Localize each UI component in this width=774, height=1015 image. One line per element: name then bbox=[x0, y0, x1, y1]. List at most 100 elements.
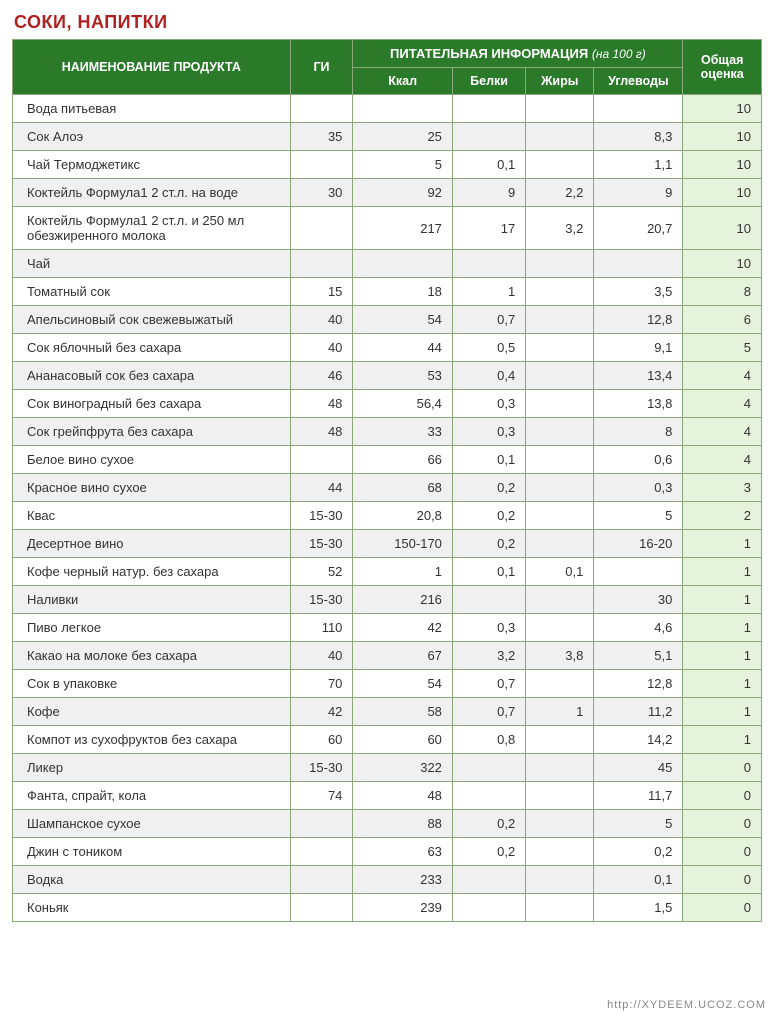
cell-kcal: 66 bbox=[353, 446, 453, 474]
cell-fat bbox=[526, 810, 594, 838]
cell-carbs: 11,7 bbox=[594, 782, 683, 810]
cell-carbs: 0,3 bbox=[594, 474, 683, 502]
table-row: Ананасовый сок без сахара46530,413,44 bbox=[13, 362, 762, 390]
cell-name: Сок грейпфрута без сахара bbox=[13, 418, 291, 446]
table-row: Кофе черный натур. без сахара5210,10,11 bbox=[13, 558, 762, 586]
nutrition-per-label: (на 100 г) bbox=[592, 47, 646, 61]
cell-kcal: 1 bbox=[353, 558, 453, 586]
cell-fat bbox=[526, 151, 594, 179]
table-row: Сок в упаковке70540,712,81 bbox=[13, 670, 762, 698]
cell-carbs: 20,7 bbox=[594, 207, 683, 250]
cell-gi bbox=[290, 838, 353, 866]
cell-gi bbox=[290, 810, 353, 838]
cell-carbs: 13,8 bbox=[594, 390, 683, 418]
cell-protein: 0,1 bbox=[452, 446, 525, 474]
cell-carbs: 0,6 bbox=[594, 446, 683, 474]
cell-kcal: 25 bbox=[353, 123, 453, 151]
cell-name: Красное вино сухое bbox=[13, 474, 291, 502]
cell-fat bbox=[526, 502, 594, 530]
cell-name: Водка bbox=[13, 866, 291, 894]
cell-kcal: 68 bbox=[353, 474, 453, 502]
table-row: Апельсиновый сок свежевыжатый40540,712,8… bbox=[13, 306, 762, 334]
cell-name: Квас bbox=[13, 502, 291, 530]
cell-name: Сок виноградный без сахара bbox=[13, 390, 291, 418]
cell-fat bbox=[526, 306, 594, 334]
cell-gi: 15-30 bbox=[290, 754, 353, 782]
cell-protein bbox=[452, 250, 525, 278]
col-header-kcal: Ккал bbox=[353, 68, 453, 95]
table-row: Какао на молоке без сахара40673,23,85,11 bbox=[13, 642, 762, 670]
table-row: Чай Термоджетикс50,11,110 bbox=[13, 151, 762, 179]
cell-fat bbox=[526, 754, 594, 782]
cell-score: 4 bbox=[683, 446, 762, 474]
table-row: Водка2330,10 bbox=[13, 866, 762, 894]
cell-score: 1 bbox=[683, 530, 762, 558]
cell-protein: 0,7 bbox=[452, 306, 525, 334]
cell-protein bbox=[452, 123, 525, 151]
cell-carbs bbox=[594, 250, 683, 278]
cell-protein: 0,7 bbox=[452, 670, 525, 698]
cell-carbs: 12,8 bbox=[594, 670, 683, 698]
table-row: Красное вино сухое44680,20,33 bbox=[13, 474, 762, 502]
cell-name: Десертное вино bbox=[13, 530, 291, 558]
cell-fat bbox=[526, 418, 594, 446]
cell-name: Чай Термоджетикс bbox=[13, 151, 291, 179]
table-row: Компот из сухофруктов без сахара60600,81… bbox=[13, 726, 762, 754]
cell-fat bbox=[526, 123, 594, 151]
nutrition-group-label: ПИТАТЕЛЬНАЯ ИНФОРМАЦИЯ bbox=[390, 46, 588, 61]
cell-kcal: 239 bbox=[353, 894, 453, 922]
cell-score: 1 bbox=[683, 586, 762, 614]
cell-score: 5 bbox=[683, 334, 762, 362]
cell-kcal: 67 bbox=[353, 642, 453, 670]
cell-protein bbox=[452, 782, 525, 810]
table-row: Чай10 bbox=[13, 250, 762, 278]
table-row: Пиво легкое110420,34,61 bbox=[13, 614, 762, 642]
cell-kcal bbox=[353, 250, 453, 278]
cell-name: Коктейль Формула1 2 ст.л. и 250 мл обезж… bbox=[13, 207, 291, 250]
cell-carbs: 3,5 bbox=[594, 278, 683, 306]
cell-gi bbox=[290, 250, 353, 278]
cell-fat: 3,2 bbox=[526, 207, 594, 250]
cell-score: 0 bbox=[683, 838, 762, 866]
cell-score: 0 bbox=[683, 754, 762, 782]
cell-protein: 0,2 bbox=[452, 810, 525, 838]
cell-kcal: 58 bbox=[353, 698, 453, 726]
cell-gi: 44 bbox=[290, 474, 353, 502]
cell-protein: 17 bbox=[452, 207, 525, 250]
cell-protein: 0,8 bbox=[452, 726, 525, 754]
cell-gi: 40 bbox=[290, 334, 353, 362]
cell-protein: 9 bbox=[452, 179, 525, 207]
cell-gi: 15-30 bbox=[290, 502, 353, 530]
cell-carbs bbox=[594, 558, 683, 586]
cell-score: 1 bbox=[683, 698, 762, 726]
cell-protein: 0,2 bbox=[452, 838, 525, 866]
cell-protein: 0,2 bbox=[452, 502, 525, 530]
cell-fat bbox=[526, 894, 594, 922]
cell-kcal: 44 bbox=[353, 334, 453, 362]
table-row: Шампанское сухое880,250 bbox=[13, 810, 762, 838]
cell-fat bbox=[526, 726, 594, 754]
cell-gi: 15-30 bbox=[290, 586, 353, 614]
cell-carbs: 14,2 bbox=[594, 726, 683, 754]
cell-score: 0 bbox=[683, 782, 762, 810]
cell-name: Кофе bbox=[13, 698, 291, 726]
cell-gi: 42 bbox=[290, 698, 353, 726]
cell-name: Ликер bbox=[13, 754, 291, 782]
cell-gi bbox=[290, 207, 353, 250]
cell-protein: 0,7 bbox=[452, 698, 525, 726]
cell-kcal: 92 bbox=[353, 179, 453, 207]
cell-score: 6 bbox=[683, 306, 762, 334]
cell-fat bbox=[526, 474, 594, 502]
cell-fat bbox=[526, 362, 594, 390]
cell-gi bbox=[290, 894, 353, 922]
table-row: Томатный сок151813,58 bbox=[13, 278, 762, 306]
cell-score: 10 bbox=[683, 95, 762, 123]
cell-protein: 0,2 bbox=[452, 530, 525, 558]
cell-protein bbox=[452, 894, 525, 922]
cell-name: Наливки bbox=[13, 586, 291, 614]
cell-protein: 0,4 bbox=[452, 362, 525, 390]
cell-score: 1 bbox=[683, 670, 762, 698]
table-row: Коктейль Формула1 2 ст.л. на воде309292,… bbox=[13, 179, 762, 207]
cell-name: Апельсиновый сок свежевыжатый bbox=[13, 306, 291, 334]
cell-name: Сок яблочный без сахара bbox=[13, 334, 291, 362]
